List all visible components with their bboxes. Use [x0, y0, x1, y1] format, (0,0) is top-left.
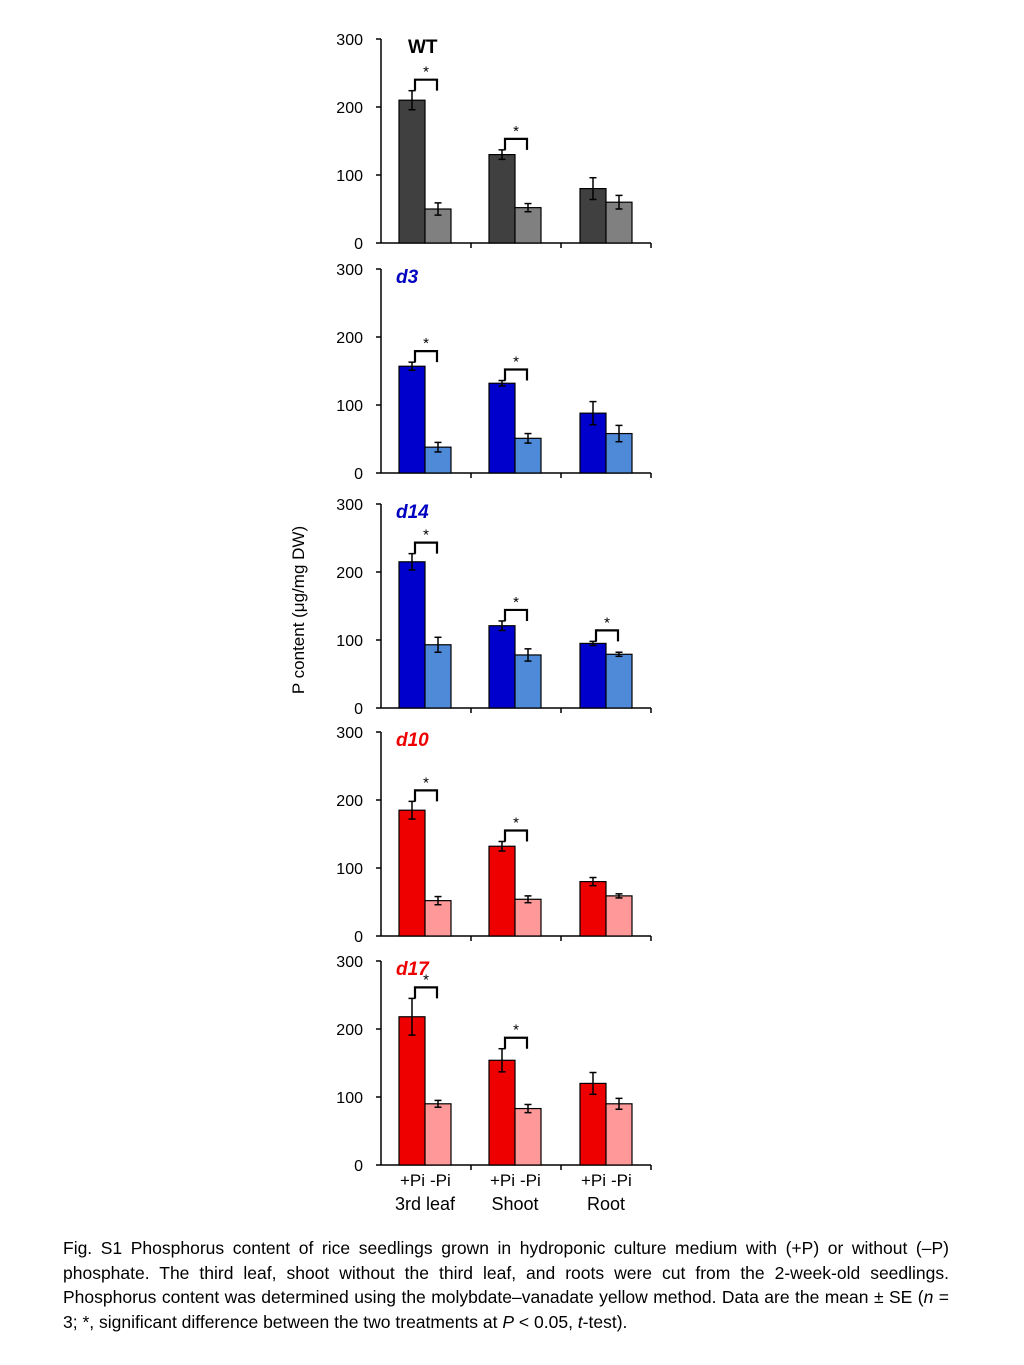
y-tick-label: 200 — [336, 793, 363, 810]
panel-title: d3 — [396, 267, 419, 288]
panel-d10: 0 100 200 300 d10 * * — [336, 725, 652, 946]
y-tick-label: 200 — [336, 330, 363, 347]
bar-minus-pi — [605, 895, 633, 937]
significance-bracket — [503, 608, 529, 621]
y-tick-label: 300 — [336, 954, 363, 971]
y-tick-label: 100 — [336, 861, 363, 878]
panel-title: d14 — [396, 502, 429, 523]
caption-t: t — [577, 1311, 583, 1332]
bar-plus-pi — [488, 625, 516, 709]
bar-minus-pi — [605, 653, 633, 709]
caption-text-3: < 0.05, — [514, 1311, 578, 1332]
bar-plus-pi — [398, 809, 426, 937]
caption-text-1: Fig. S1 Phosphorus content of rice seedl… — [63, 1238, 949, 1307]
caption-n: n — [923, 1287, 934, 1307]
y-tick-label: 0 — [354, 701, 363, 718]
significance-star: * — [423, 971, 429, 988]
bar-plus-pi — [488, 845, 516, 937]
y-tick-label: 100 — [336, 633, 363, 650]
bar-plus-pi — [488, 1059, 516, 1166]
bar-minus-pi — [514, 207, 542, 244]
y-tick-label: 0 — [354, 1158, 363, 1175]
y-tick-label: 200 — [336, 565, 363, 582]
bar-plus-pi — [398, 561, 426, 709]
y-tick-label: 200 — [336, 1022, 363, 1039]
significance-star: * — [423, 527, 429, 544]
significance-bracket — [413, 986, 439, 999]
x-label-plus-pi: +Pi — [400, 1171, 425, 1190]
bar-plus-pi — [488, 382, 516, 474]
significance-bracket — [413, 350, 439, 363]
bar-minus-pi — [605, 1103, 633, 1166]
y-tick-label: 100 — [336, 398, 363, 415]
significance-bracket — [503, 829, 529, 842]
y-tick-label: 100 — [336, 1090, 363, 1107]
x-label-minus-pi: -Pi — [520, 1171, 541, 1190]
y-tick-label: 0 — [354, 466, 363, 483]
panel-WT: 0 100 200 300 WT * * — [336, 32, 652, 253]
panel-title: d17 — [396, 959, 430, 980]
caption-text-2: = 3; *, significant difference between t… — [63, 1287, 949, 1332]
bar-minus-pi — [424, 900, 452, 937]
bar-minus-pi — [424, 644, 452, 709]
x-label-minus-pi: -Pi — [430, 1171, 451, 1190]
y-axis-label: P content (μg/mg DW) — [289, 526, 308, 694]
figure-caption: Fig. S1 Phosphorus content of rice seedl… — [63, 1236, 949, 1334]
panel-d3: 0 100 200 300 d3 * * — [336, 262, 652, 483]
y-tick-label: 300 — [336, 725, 363, 742]
x-label-group: Shoot — [491, 1194, 538, 1214]
bar-minus-pi — [514, 898, 542, 937]
x-axis-labels: +Pi -Pi 3rd leaf +Pi -Pi Shoot +Pi -Pi Root — [395, 1171, 632, 1214]
y-tick-label: 0 — [354, 929, 363, 946]
x-label-plus-pi: +Pi — [490, 1171, 515, 1190]
caption-p-italic: P — [502, 1311, 515, 1332]
significance-bracket — [413, 78, 439, 91]
y-tick-label: 300 — [336, 497, 363, 514]
significance-star: * — [513, 354, 519, 371]
panel-d14: 0 100 200 300 d14 * * * — [336, 497, 652, 718]
bar-plus-pi — [579, 642, 607, 709]
x-label-group: Root — [587, 1194, 625, 1214]
bar-plus-pi — [398, 365, 426, 474]
significance-star: * — [423, 335, 429, 352]
bar-minus-pi — [514, 654, 542, 709]
significance-star: * — [513, 594, 519, 611]
panel-title: WT — [408, 37, 438, 58]
panel-title: d10 — [396, 730, 429, 751]
significance-star: * — [423, 774, 429, 791]
y-tick-label: 0 — [354, 236, 363, 253]
x-label-group: 3rd leaf — [395, 1194, 456, 1214]
significance-star: * — [423, 64, 429, 81]
bar-minus-pi — [424, 446, 452, 474]
significance-star: * — [513, 814, 519, 831]
x-label-minus-pi: -Pi — [611, 1171, 632, 1190]
significance-bracket — [503, 368, 529, 381]
significance-star: * — [604, 614, 610, 631]
bar-plus-pi — [579, 880, 607, 937]
y-tick-label: 300 — [336, 262, 363, 279]
y-tick-label: 200 — [336, 100, 363, 117]
bar-plus-pi — [398, 1016, 426, 1166]
chart-panels: 0 100 200 300 WT * * 0 100 200 300 d3 * * 0 100 200 300 d1… — [336, 32, 652, 1175]
significance-bracket — [413, 541, 439, 554]
significance-star: * — [513, 123, 519, 140]
bar-plus-pi — [579, 1082, 607, 1166]
bar-plus-pi — [398, 99, 426, 244]
caption-text-4: -test). — [582, 1311, 628, 1332]
significance-bracket — [503, 137, 529, 150]
bar-minus-pi — [514, 1107, 542, 1166]
y-tick-label: 300 — [336, 32, 363, 49]
bar-plus-pi — [488, 154, 516, 244]
significance-star: * — [513, 1022, 519, 1039]
significance-bracket — [594, 629, 620, 642]
bar-minus-pi — [514, 437, 542, 474]
y-tick-label: 100 — [336, 168, 363, 185]
significance-bracket — [413, 789, 439, 802]
x-label-plus-pi: +Pi — [581, 1171, 606, 1190]
figure-chart: 0 100 200 300 WT * * 0 100 200 300 d3 * * 0 100 200 300 d1… — [289, 32, 652, 1214]
bar-minus-pi — [424, 1103, 452, 1166]
significance-bracket — [503, 1036, 529, 1049]
